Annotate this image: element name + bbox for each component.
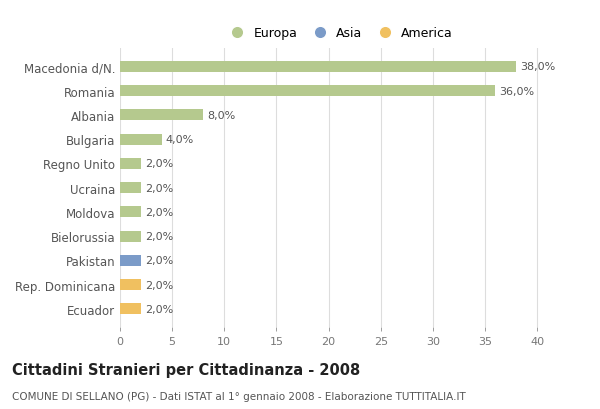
- Bar: [120, 183, 141, 193]
- Text: 38,0%: 38,0%: [520, 62, 556, 72]
- Bar: [120, 159, 141, 169]
- Bar: [120, 303, 141, 315]
- Text: 4,0%: 4,0%: [166, 135, 194, 145]
- Text: 2,0%: 2,0%: [145, 159, 173, 169]
- Bar: [120, 255, 141, 266]
- Text: 2,0%: 2,0%: [145, 280, 173, 290]
- Bar: [120, 62, 516, 73]
- Text: COMUNE DI SELLANO (PG) - Dati ISTAT al 1° gennaio 2008 - Elaborazione TUTTITALIA: COMUNE DI SELLANO (PG) - Dati ISTAT al 1…: [12, 391, 466, 400]
- Text: 2,0%: 2,0%: [145, 256, 173, 266]
- Text: 8,0%: 8,0%: [208, 110, 236, 121]
- Bar: [120, 86, 496, 97]
- Bar: [120, 279, 141, 290]
- Bar: [120, 207, 141, 218]
- Text: 2,0%: 2,0%: [145, 207, 173, 217]
- Text: 36,0%: 36,0%: [500, 86, 535, 97]
- Legend: Europa, Asia, America: Europa, Asia, America: [220, 22, 458, 45]
- Text: Cittadini Stranieri per Cittadinanza - 2008: Cittadini Stranieri per Cittadinanza - 2…: [12, 362, 360, 377]
- Bar: [120, 110, 203, 121]
- Text: 2,0%: 2,0%: [145, 304, 173, 314]
- Bar: [120, 134, 162, 145]
- Bar: [120, 231, 141, 242]
- Text: 2,0%: 2,0%: [145, 183, 173, 193]
- Text: 2,0%: 2,0%: [145, 231, 173, 242]
